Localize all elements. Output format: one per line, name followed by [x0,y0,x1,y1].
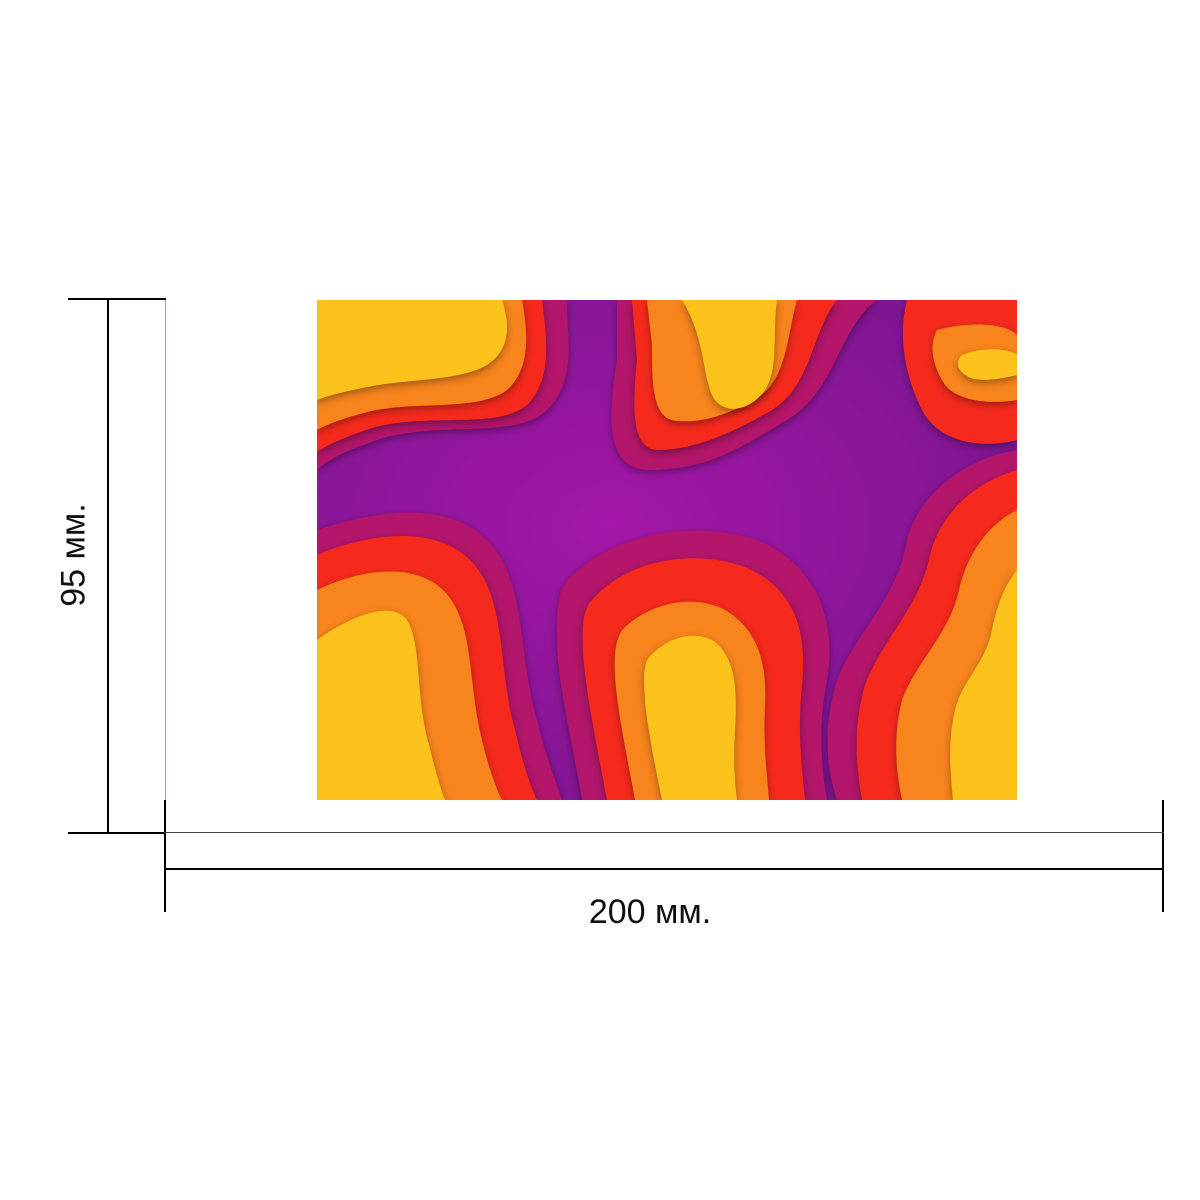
height-dimension-top-tick [68,298,166,300]
height-dimension-bottom-tick [68,832,166,834]
width-dimension-right-tick [1162,800,1164,912]
width-label: 200 мм. [588,893,712,931]
width-dimension-guide [164,832,1164,833]
height-dimension-guide [165,300,166,832]
wavy-pattern-artwork [317,300,1017,800]
width-dimension-left-tick [164,800,166,912]
width-dimension-line [164,868,1164,870]
height-dimension-line [107,298,109,834]
height-label: 95 мм. [54,503,93,607]
yellow-layer [317,300,1017,800]
